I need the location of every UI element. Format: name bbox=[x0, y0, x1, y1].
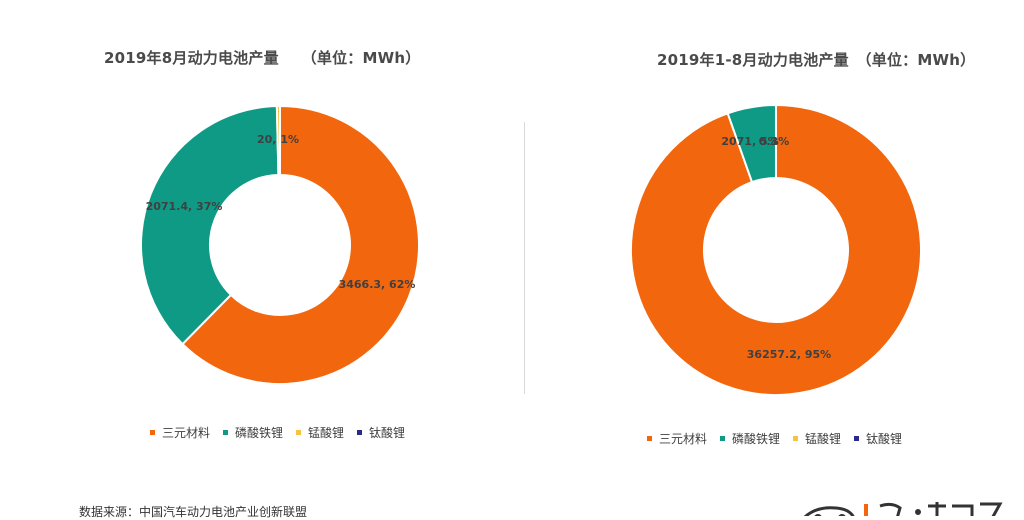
legend-label: 磷酸铁锂 bbox=[235, 424, 283, 441]
legend-item: 钛酸锂 bbox=[854, 430, 902, 447]
legend-swatch bbox=[223, 430, 228, 435]
legend-swatch bbox=[793, 436, 798, 441]
brand-logo-image bbox=[796, 496, 1016, 516]
donut-chart-cumulative: 36257.2, 95%2071, 5%0.3% bbox=[631, 105, 921, 395]
brand-logo bbox=[796, 496, 1016, 516]
legend-label: 三元材料 bbox=[162, 424, 210, 441]
legend-swatch bbox=[720, 436, 725, 441]
chart-title-cumulative: 2019年1-8月动力电池产量 （单位：MWh） bbox=[657, 49, 975, 70]
chart-title-monthly: 2019年8月动力电池产量 （单位：MWh） bbox=[104, 47, 420, 68]
legend-item: 钛酸锂 bbox=[357, 424, 405, 441]
legend-item: 磷酸铁锂 bbox=[223, 424, 283, 441]
legend-monthly: 三元材料 磷酸铁锂 锰酸锂 钛酸锂 bbox=[150, 424, 418, 441]
legend-label: 锰酸锂 bbox=[805, 430, 841, 447]
legend-item: 锰酸锂 bbox=[793, 430, 841, 447]
legend-label: 磷酸铁锂 bbox=[732, 430, 780, 447]
legend-item: 三元材料 bbox=[647, 430, 707, 447]
data-label-三元材料: 3466.3, 62% bbox=[339, 278, 416, 291]
legend-swatch bbox=[647, 436, 652, 441]
legend-item: 三元材料 bbox=[150, 424, 210, 441]
legend-label: 钛酸锂 bbox=[369, 424, 405, 441]
legend-swatch bbox=[357, 430, 362, 435]
legend-cumulative: 三元材料 磷酸铁锂 锰酸锂 钛酸锂 bbox=[647, 430, 915, 447]
legend-swatch bbox=[296, 430, 301, 435]
legend-item: 锰酸锂 bbox=[296, 424, 344, 441]
data-label-锰酸锂: 0.3% bbox=[759, 135, 790, 148]
legend-label: 三元材料 bbox=[659, 430, 707, 447]
legend-swatch bbox=[854, 436, 859, 441]
donut-chart-monthly: 3466.3, 62% 2071.4, 37% 20, 1% bbox=[140, 105, 420, 385]
chart-divider bbox=[524, 122, 525, 394]
legend-label: 钛酸锂 bbox=[866, 430, 902, 447]
legend-swatch bbox=[150, 430, 155, 435]
data-label-锰酸锂: 20, 1% bbox=[257, 133, 299, 146]
legend-item: 磷酸铁锂 bbox=[720, 430, 780, 447]
data-label-三元材料: 36257.2, 95% bbox=[747, 348, 831, 361]
data-label-磷酸铁锂: 2071.4, 37% bbox=[146, 200, 223, 213]
legend-label: 锰酸锂 bbox=[308, 424, 344, 441]
data-source-note: 数据来源：中国汽车动力电池产业创新联盟 bbox=[79, 503, 307, 520]
